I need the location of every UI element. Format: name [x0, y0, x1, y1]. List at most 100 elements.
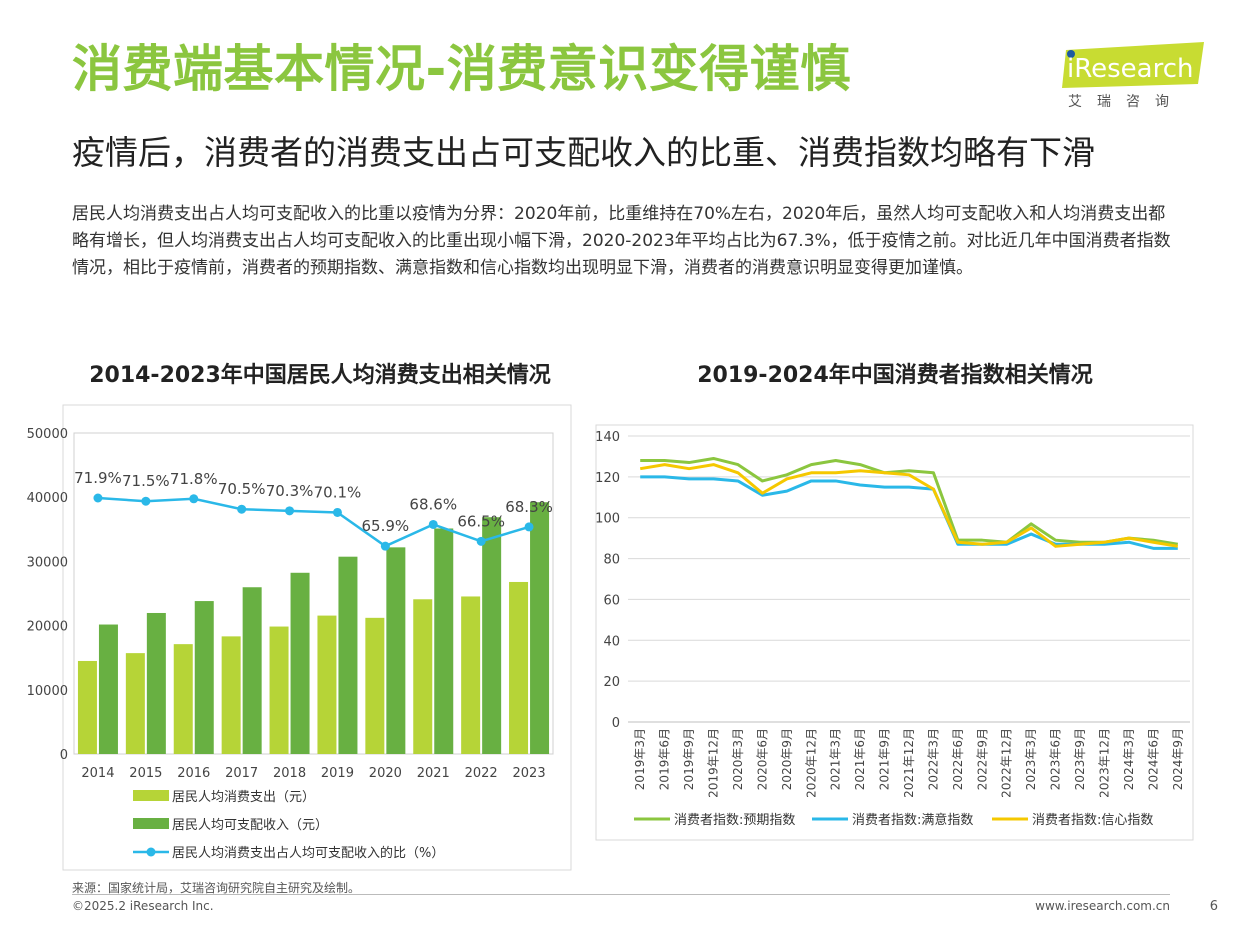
- logo-background-shape: [1062, 42, 1204, 88]
- logo-subtext: 艾瑞咨询: [1068, 94, 1184, 110]
- bar-income: [98, 624, 118, 754]
- left-chart-title: 2014-2023年中国居民人均消费支出相关情况: [89, 363, 551, 388]
- x-tick-label: 2024年9月: [1171, 728, 1185, 790]
- page-title: 消费端基本情况-消费意识变得谨慎: [72, 40, 851, 98]
- x-tick-label: 2021年3月: [829, 728, 843, 790]
- x-tick-label: 2020: [369, 766, 402, 781]
- ratio-data-label: 65.9%: [362, 517, 410, 535]
- bar-consumption: [77, 660, 97, 754]
- bar-consumption: [509, 581, 529, 754]
- x-tick-label: 2021年12月: [902, 728, 916, 798]
- x-tick-label: 2023: [513, 766, 546, 781]
- y-tick-label: 0: [612, 716, 620, 731]
- x-tick-label: 2021年9月: [878, 728, 892, 790]
- bar-income: [530, 502, 550, 754]
- series-line-3: [639, 463, 1179, 548]
- legend-marker: [146, 847, 156, 857]
- y-tick-label: 0: [60, 748, 68, 763]
- bar-consumption: [413, 599, 433, 754]
- x-tick-label: 2022年6月: [951, 728, 965, 790]
- x-tick-label: 2017: [225, 766, 258, 781]
- left-plot-area: [73, 432, 554, 755]
- bar-consumption: [269, 626, 289, 754]
- y-tick-label: 10000: [27, 684, 68, 699]
- logo-dot: [1067, 50, 1075, 58]
- bar-income: [338, 556, 358, 754]
- y-tick-label: 100: [595, 512, 620, 527]
- ratio-point: [93, 493, 103, 503]
- ratio-data-label: 68.6%: [409, 495, 457, 513]
- iresearch-logo-graphic: iResearch: [1062, 42, 1204, 88]
- x-tick-label: 2021年6月: [853, 728, 867, 790]
- ratio-line: [97, 496, 530, 548]
- y-tick-label: 40: [603, 634, 620, 649]
- iresearch-logo: iResearch: [1058, 42, 1208, 114]
- ratio-data-label: 71.9%: [74, 469, 122, 487]
- y-tick-label: 60: [603, 593, 620, 608]
- ratio-point: [380, 541, 390, 551]
- x-tick-label: 2022: [465, 766, 498, 781]
- legend-label: 居民人均消费支出占人均可支配收入的比（%）: [172, 845, 444, 861]
- legend-swatch: [133, 790, 169, 801]
- y-tick-label: 20000: [27, 620, 68, 635]
- ratio-data-label: 70.3%: [266, 482, 314, 500]
- bar-income: [482, 517, 502, 754]
- x-tick-label: 2023年9月: [1073, 728, 1087, 790]
- ratio-data-label: 66.5%: [457, 512, 505, 530]
- right-chart-title: 2019-2024年中国消费者指数相关情况: [697, 363, 1093, 388]
- legend-label: 居民人均消费支出（元）: [172, 790, 315, 805]
- x-tick-label: 2023年3月: [1024, 728, 1038, 790]
- x-tick-label: 2018: [273, 766, 306, 781]
- footer-divider: [72, 894, 1170, 895]
- bar-consumption: [125, 653, 145, 754]
- ratio-point: [476, 536, 486, 546]
- series-line-1: [640, 456, 1179, 546]
- bar-income: [242, 587, 262, 754]
- body-paragraph: 居民人均消费支出占人均可支配收入的比重以疫情为分界：2020年前，比重维持在70…: [72, 204, 1171, 278]
- bar-consumption: [461, 596, 481, 754]
- bar-income: [386, 547, 406, 754]
- bar-income: [434, 528, 454, 754]
- logo-text: iResearch: [1067, 54, 1193, 84]
- legend-label: 消费者指数:满意指数: [852, 812, 973, 828]
- legend-label: 消费者指数:信心指数: [1032, 813, 1153, 828]
- series-line-2: [640, 475, 1178, 550]
- page-number: 6: [1209, 899, 1218, 914]
- x-tick-label: 2022年12月: [1000, 728, 1014, 798]
- ratio-data-label: 68.3%: [505, 498, 553, 516]
- y-tick-label: 40000: [27, 491, 68, 506]
- x-tick-label: 2020年12月: [804, 728, 818, 798]
- bar-income: [290, 572, 310, 754]
- ratio-point: [285, 506, 295, 516]
- y-tick-label: 30000: [27, 555, 68, 570]
- ratio-data-label: 70.1%: [314, 483, 362, 501]
- legend-swatch: [133, 818, 169, 829]
- x-tick-label: 2024年3月: [1122, 728, 1136, 790]
- ratio-point: [189, 494, 199, 504]
- x-tick-label: 2019年3月: [633, 728, 647, 790]
- bar-consumption: [317, 615, 337, 754]
- y-tick-label: 20: [603, 675, 620, 690]
- ratio-data-label: 70.5%: [218, 480, 266, 498]
- x-tick-label: 2019年6月: [658, 728, 672, 790]
- x-tick-label: 2021: [417, 766, 450, 781]
- legend-label: 消费者指数:预期指数: [674, 813, 795, 828]
- x-tick-label: 2019: [321, 766, 354, 781]
- y-tick-label: 140: [595, 430, 620, 445]
- y-tick-label: 80: [603, 553, 620, 568]
- website-link[interactable]: www.iresearch.com.cn: [1035, 899, 1170, 913]
- left-chart-frame: [62, 404, 572, 871]
- bar-consumption: [173, 644, 193, 754]
- bar-income: [194, 601, 214, 754]
- ratio-point: [237, 504, 247, 514]
- x-tick-label: 2024年6月: [1146, 728, 1160, 790]
- ratio-data-label: 71.8%: [170, 470, 218, 488]
- x-tick-label: 2019年9月: [682, 728, 696, 790]
- x-tick-label: 2019年12月: [707, 728, 721, 798]
- ratio-data-label: 71.5%: [122, 472, 170, 490]
- bar-income: [146, 612, 166, 754]
- bar-consumption: [365, 617, 385, 754]
- ratio-point: [428, 519, 438, 529]
